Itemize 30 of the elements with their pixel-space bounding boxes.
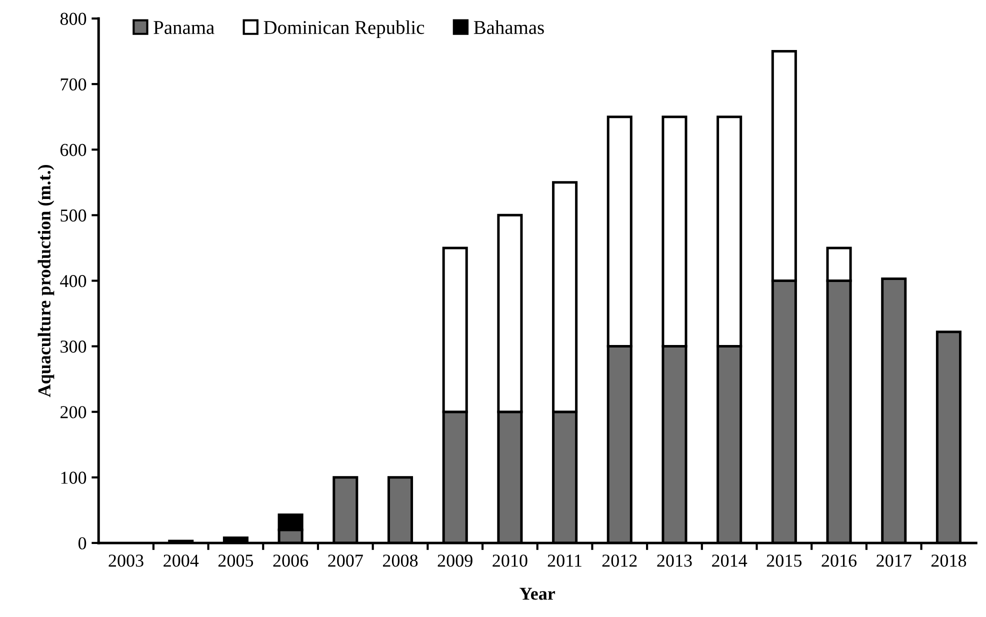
x-tick-label: 2005: [218, 554, 254, 567]
legend-label: Bahamas: [474, 20, 544, 34]
y-tick-label: 500: [60, 209, 86, 222]
x-tick-label: 2015: [766, 554, 802, 567]
legend-label: Panama: [154, 21, 214, 34]
y-tick-label: 100: [61, 472, 86, 484]
x-tick-label: 2018: [931, 554, 966, 567]
y-tick-label: 700: [60, 78, 86, 91]
x-tick-label: 2013: [657, 554, 692, 567]
y-tick-label: 0: [78, 537, 86, 550]
y-axis-title: Aquaculture production (m.t.): [38, 164, 54, 398]
x-axis-title: Year: [520, 588, 556, 600]
x-tick-label: 2004: [164, 554, 199, 567]
x-tick-label: 2011: [548, 554, 582, 567]
legend-label: Dominican Republic: [264, 20, 424, 38]
y-tick-label: 200: [60, 406, 86, 418]
x-tick-label: 2008: [382, 554, 418, 567]
x-tick-label: 2014: [712, 554, 748, 567]
x-tick-label: 2016: [822, 554, 857, 567]
x-tick-label: 2012: [602, 554, 637, 567]
x-tick-label: 2017: [876, 554, 912, 567]
y-tick-label: 400: [60, 274, 86, 288]
x-tick-label: 2003: [108, 554, 144, 567]
x-tick-label: 2009: [438, 554, 472, 567]
y-tick-label: 600: [60, 144, 86, 156]
x-tick-label: 2010: [492, 554, 528, 567]
y-tick-label: 800: [60, 12, 86, 25]
x-tick-label: 2007: [328, 554, 363, 567]
x-tick-label: 2006: [273, 554, 308, 567]
y-tick-label: 300: [60, 340, 86, 353]
